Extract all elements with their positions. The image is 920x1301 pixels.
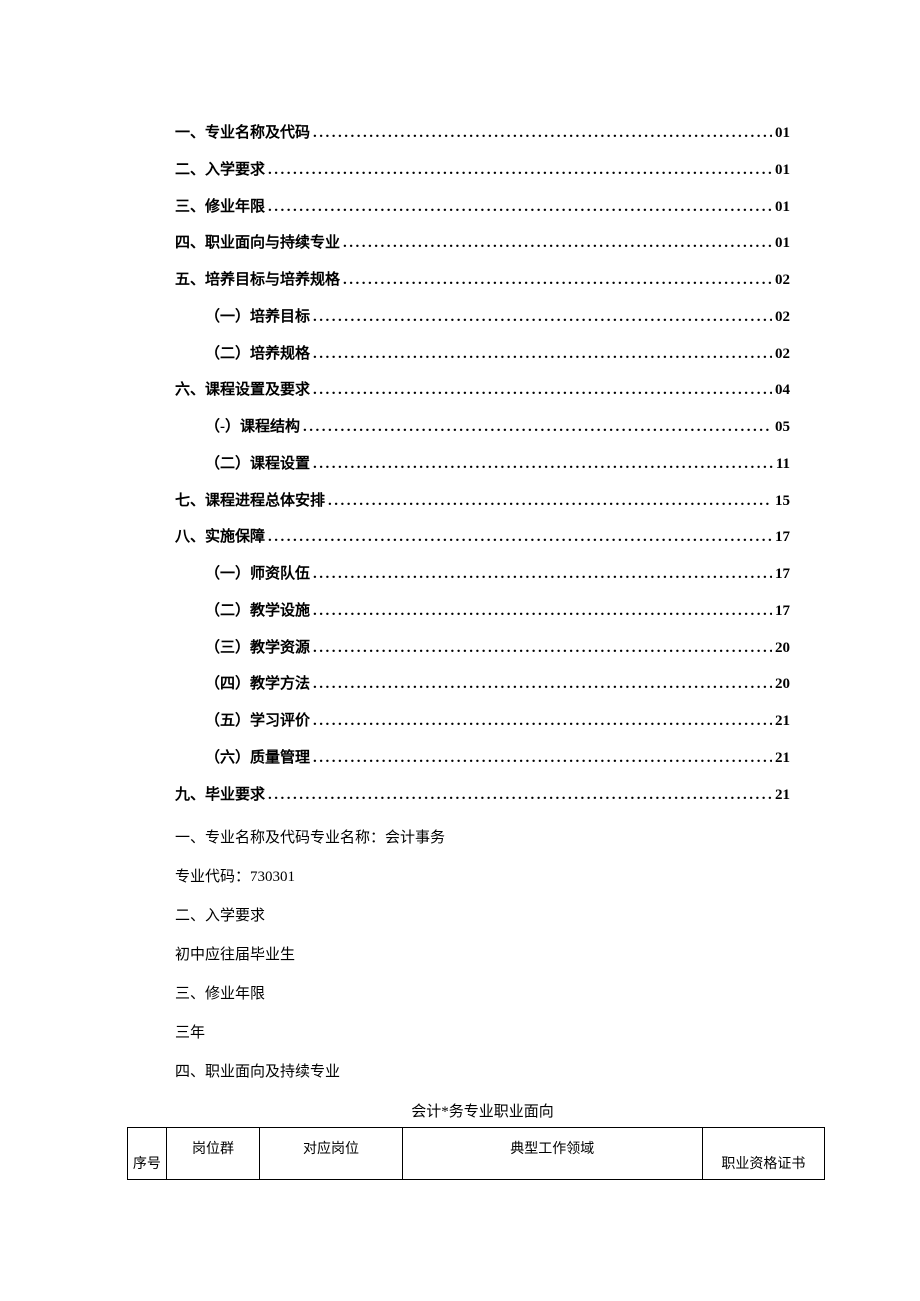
toc-page-number: 20 [775, 630, 790, 667]
toc-leader [313, 556, 772, 593]
toc-leader [268, 189, 772, 226]
toc-entry: 四、职业面向与持续专业 01 [175, 225, 790, 262]
table-header-cell: 职业资格证书 [702, 1128, 824, 1180]
toc-label: （二）课程设置 [205, 446, 310, 483]
toc-page-number: 21 [775, 703, 790, 740]
toc-page-number: 20 [775, 666, 790, 703]
document-page: 一、专业名称及代码 01 二、入学要求 01 三、修业年限 01 四、职业面向与… [0, 0, 920, 1180]
section-heading: 一、专业名称及代码专业名称：会计事务 [175, 819, 790, 858]
table-of-contents: 一、专业名称及代码 01 二、入学要求 01 三、修业年限 01 四、职业面向与… [175, 115, 790, 813]
toc-entry: （二）教学设施 17 [175, 593, 790, 630]
table-header-cell: 岗位群 [166, 1128, 260, 1180]
toc-entry: （四）教学方法 20 [175, 666, 790, 703]
toc-label: 五、培养目标与培养规格 [175, 262, 340, 299]
toc-label: （一）师资队伍 [205, 556, 310, 593]
toc-page-number: 17 [775, 593, 790, 630]
toc-label: （-）课程结构 [205, 409, 300, 446]
body-section: 一、专业名称及代码专业名称：会计事务 专业代码：730301 二、入学要求 初中… [175, 819, 790, 1092]
toc-page-number: 15 [775, 483, 790, 520]
toc-page-number: 01 [775, 152, 790, 189]
toc-entry: 五、培养目标与培养规格 02 [175, 262, 790, 299]
section-heading: 三、修业年限 [175, 975, 790, 1014]
toc-page-number: 01 [775, 189, 790, 226]
toc-page-number: 17 [775, 519, 790, 556]
toc-entry: 二、入学要求 01 [175, 152, 790, 189]
toc-entry: 九、毕业要求 21 [175, 777, 790, 814]
toc-leader [313, 299, 772, 336]
toc-label: 六、课程设置及要求 [175, 372, 310, 409]
table-header-cell: 序号 [128, 1128, 167, 1180]
occupation-table: 序号 岗位群 对应岗位 典型工作领域 职业资格证书 [127, 1127, 825, 1180]
toc-leader [313, 703, 772, 740]
toc-page-number: 17 [775, 556, 790, 593]
toc-label: 七、课程进程总体安排 [175, 483, 325, 520]
toc-entry: （一）师资队伍 17 [175, 556, 790, 593]
toc-leader [268, 152, 772, 189]
toc-entry: （六）质量管理 21 [175, 740, 790, 777]
toc-page-number: 02 [775, 262, 790, 299]
toc-label: （一）培养目标 [205, 299, 310, 336]
toc-label: （六）质量管理 [205, 740, 310, 777]
table-header-cell: 对应岗位 [260, 1128, 402, 1180]
section-heading: 二、入学要求 [175, 897, 790, 936]
toc-page-number: 05 [775, 409, 790, 446]
toc-entry: （-）课程结构 05 [175, 409, 790, 446]
toc-leader [313, 115, 772, 152]
toc-entry: 七、课程进程总体安排 15 [175, 483, 790, 520]
toc-entry: 三、修业年限 01 [175, 189, 790, 226]
toc-label: 一、专业名称及代码 [175, 115, 310, 152]
toc-label: （五）学习评价 [205, 703, 310, 740]
toc-entry: 六、课程设置及要求 04 [175, 372, 790, 409]
body-paragraph: 三年 [175, 1014, 790, 1053]
toc-entry: 一、专业名称及代码 01 [175, 115, 790, 152]
toc-page-number: 01 [775, 115, 790, 152]
toc-leader [343, 262, 772, 299]
toc-leader [313, 740, 772, 777]
toc-page-number: 01 [775, 225, 790, 262]
table: 序号 岗位群 对应岗位 典型工作领域 职业资格证书 [127, 1127, 825, 1180]
table-title: 会计*务专业职业面向 [175, 1100, 790, 1121]
toc-page-number: 02 [775, 299, 790, 336]
table-header-row: 序号 岗位群 对应岗位 典型工作领域 职业资格证书 [128, 1128, 825, 1180]
toc-leader [343, 225, 772, 262]
toc-entry: 八、实施保障 17 [175, 519, 790, 556]
body-paragraph: 专业代码：730301 [175, 858, 790, 897]
toc-leader [328, 483, 772, 520]
toc-entry: （二）培养规格 02 [175, 336, 790, 373]
toc-label: 八、实施保障 [175, 519, 265, 556]
toc-entry: （一）培养目标 02 [175, 299, 790, 336]
toc-entry: （二）课程设置 11 [175, 446, 790, 483]
toc-page-number: 21 [775, 740, 790, 777]
toc-label: （二）培养规格 [205, 336, 310, 373]
toc-entry: （五）学习评价 21 [175, 703, 790, 740]
toc-leader [268, 519, 772, 556]
toc-leader [313, 336, 772, 373]
toc-label: （三）教学资源 [205, 630, 310, 667]
toc-label: （四）教学方法 [205, 666, 310, 703]
toc-leader [313, 446, 773, 483]
toc-page-number: 02 [775, 336, 790, 373]
toc-page-number: 11 [776, 446, 790, 483]
toc-label: 二、入学要求 [175, 152, 265, 189]
toc-leader [313, 372, 772, 409]
toc-page-number: 21 [775, 777, 790, 814]
toc-entry: （三）教学资源 20 [175, 630, 790, 667]
toc-leader [313, 593, 772, 630]
toc-leader [303, 409, 772, 446]
toc-leader [313, 630, 772, 667]
toc-label: 三、修业年限 [175, 189, 265, 226]
toc-leader [313, 666, 772, 703]
toc-leader [268, 777, 772, 814]
table-header-cell: 典型工作领域 [402, 1128, 702, 1180]
toc-label: 九、毕业要求 [175, 777, 265, 814]
section-heading: 四、职业面向及持续专业 [175, 1053, 790, 1092]
body-paragraph: 初中应往届毕业生 [175, 936, 790, 975]
toc-label: （二）教学设施 [205, 593, 310, 630]
toc-label: 四、职业面向与持续专业 [175, 225, 340, 262]
toc-page-number: 04 [775, 372, 790, 409]
